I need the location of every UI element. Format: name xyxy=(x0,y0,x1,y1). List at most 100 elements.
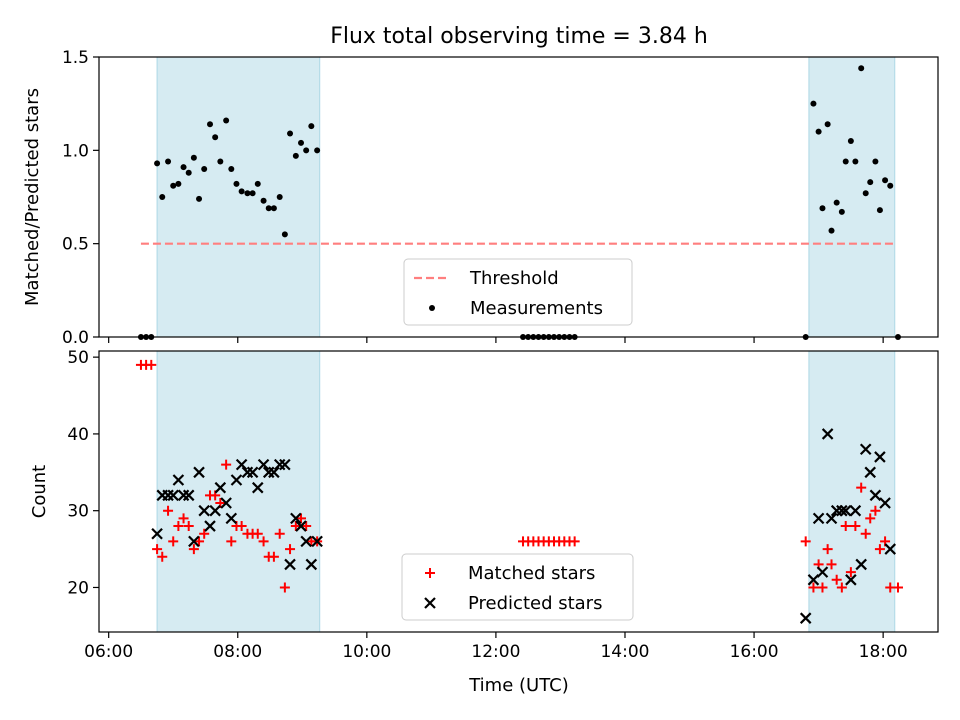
matched-star-point xyxy=(822,544,833,555)
predicted-star-point xyxy=(188,535,200,548)
predicted-star-point xyxy=(311,535,323,548)
observing-window-1 xyxy=(156,350,321,633)
x-tick-label: 10:00 xyxy=(342,642,391,662)
matched-star-point xyxy=(569,536,580,547)
predicted-star-point xyxy=(855,558,867,571)
matched-star-point xyxy=(301,521,312,532)
matched-star-point xyxy=(840,521,851,532)
y-tick-label: 0.0 xyxy=(62,328,89,348)
predicted-star-point xyxy=(193,466,205,479)
predicted-star-point xyxy=(182,489,195,502)
measurement-point xyxy=(212,134,219,141)
predicted-star-point xyxy=(874,451,886,463)
predicted-star-point xyxy=(859,443,872,456)
matched-star-point xyxy=(856,482,867,493)
measurement-point xyxy=(270,205,277,212)
measurement-point xyxy=(882,177,889,184)
predicted-star-point xyxy=(295,520,307,532)
matched-star-point xyxy=(221,459,232,470)
measurement-point xyxy=(207,121,214,128)
x-tick-label: 08:00 xyxy=(213,642,262,662)
x-tick-label: 14:00 xyxy=(600,642,649,662)
measurement-point xyxy=(170,182,177,189)
measurement-point xyxy=(217,158,224,165)
measurement-point xyxy=(249,190,256,197)
legend-measurement-swatch xyxy=(429,305,435,311)
measurement-point xyxy=(858,65,865,72)
matched-star-point xyxy=(178,513,189,524)
predicted-star-point xyxy=(869,489,882,502)
predicted-star-point xyxy=(167,489,179,502)
top-panel: 0.0 0.5 1.0 1.5 Matched/Predicted stars Thres… xyxy=(22,48,939,348)
predicted-star-point xyxy=(209,504,221,517)
predicted-star-point xyxy=(225,512,238,525)
measurement-point xyxy=(819,205,826,212)
legend-label: Threshold xyxy=(469,268,559,289)
measurement-point xyxy=(254,180,261,187)
measurement-point xyxy=(838,208,845,215)
matched-star-point xyxy=(268,551,279,562)
predicted-star-point xyxy=(214,481,227,494)
measurement-point xyxy=(842,158,849,165)
measurement-point xyxy=(852,158,859,165)
matched-star-point xyxy=(860,528,871,539)
x-axis-label: Time (UTC) xyxy=(468,675,569,696)
predicted-star-point xyxy=(879,497,891,509)
measurement-point xyxy=(223,117,230,124)
measurement-point xyxy=(276,194,283,200)
measurement-point xyxy=(190,154,197,161)
measurement-point xyxy=(308,123,315,130)
measurement-point xyxy=(196,195,203,202)
y-axis-label: Count xyxy=(29,465,50,518)
measurement-point xyxy=(260,197,267,204)
predicted-star-point xyxy=(825,512,838,525)
bottom-panel: 20 30 40 50 06:00 08:00 10:00 12:00 14:00 16:00 18… xyxy=(29,348,939,662)
measurement-point xyxy=(244,190,251,197)
measurement-point xyxy=(828,227,835,234)
predicted-star-point xyxy=(816,566,829,578)
predicted-star-point xyxy=(268,466,280,479)
matched-star-point xyxy=(874,544,885,555)
matched-star-point xyxy=(183,521,194,532)
observing-window-2 xyxy=(808,56,896,338)
measurement-point xyxy=(238,188,245,195)
predicted-star-point xyxy=(807,574,820,586)
measurement-point xyxy=(265,205,272,212)
predicted-star-point xyxy=(836,504,848,517)
y-axis-label: Matched/Predicted stars xyxy=(22,88,43,306)
y-tick-label: 0.5 xyxy=(62,235,89,255)
predicted-star-point xyxy=(151,527,163,540)
legend-predicted-swatch xyxy=(424,597,436,609)
predicted-star-point xyxy=(290,512,302,525)
measurement-point xyxy=(292,152,299,159)
measurement-point xyxy=(847,138,854,144)
measurement-point xyxy=(303,147,310,154)
matched-star-point xyxy=(258,536,269,547)
legend-box xyxy=(401,553,634,621)
x-tick-label: 18:00 xyxy=(859,642,908,662)
matched-star-point xyxy=(152,544,163,555)
y-tick-label: 1.0 xyxy=(62,141,89,161)
observing-window-1 xyxy=(156,56,321,338)
predicted-star-point xyxy=(257,458,270,471)
measurement-point xyxy=(201,166,208,172)
matched-star-point xyxy=(252,528,263,539)
legend-box xyxy=(403,258,633,326)
legend-label: Matched stars xyxy=(468,563,595,584)
matched-star-point xyxy=(173,521,184,532)
measurement-point xyxy=(872,158,879,165)
legend-matched-swatch xyxy=(425,568,435,578)
y-tick-label: 20 xyxy=(67,578,89,598)
predicted-star-point xyxy=(235,458,248,471)
matched-star-point xyxy=(146,359,157,370)
predicted-star-point xyxy=(251,481,264,494)
predicted-star-point xyxy=(821,428,834,440)
predicted-star-point xyxy=(884,543,897,555)
matched-star-point xyxy=(274,528,285,539)
x-tick-label: 12:00 xyxy=(471,642,520,662)
measurement-point xyxy=(862,190,869,197)
measurement-point xyxy=(233,180,240,187)
measurement-point xyxy=(815,128,822,135)
matched-star-point xyxy=(826,559,837,570)
measurement-point xyxy=(810,100,817,107)
